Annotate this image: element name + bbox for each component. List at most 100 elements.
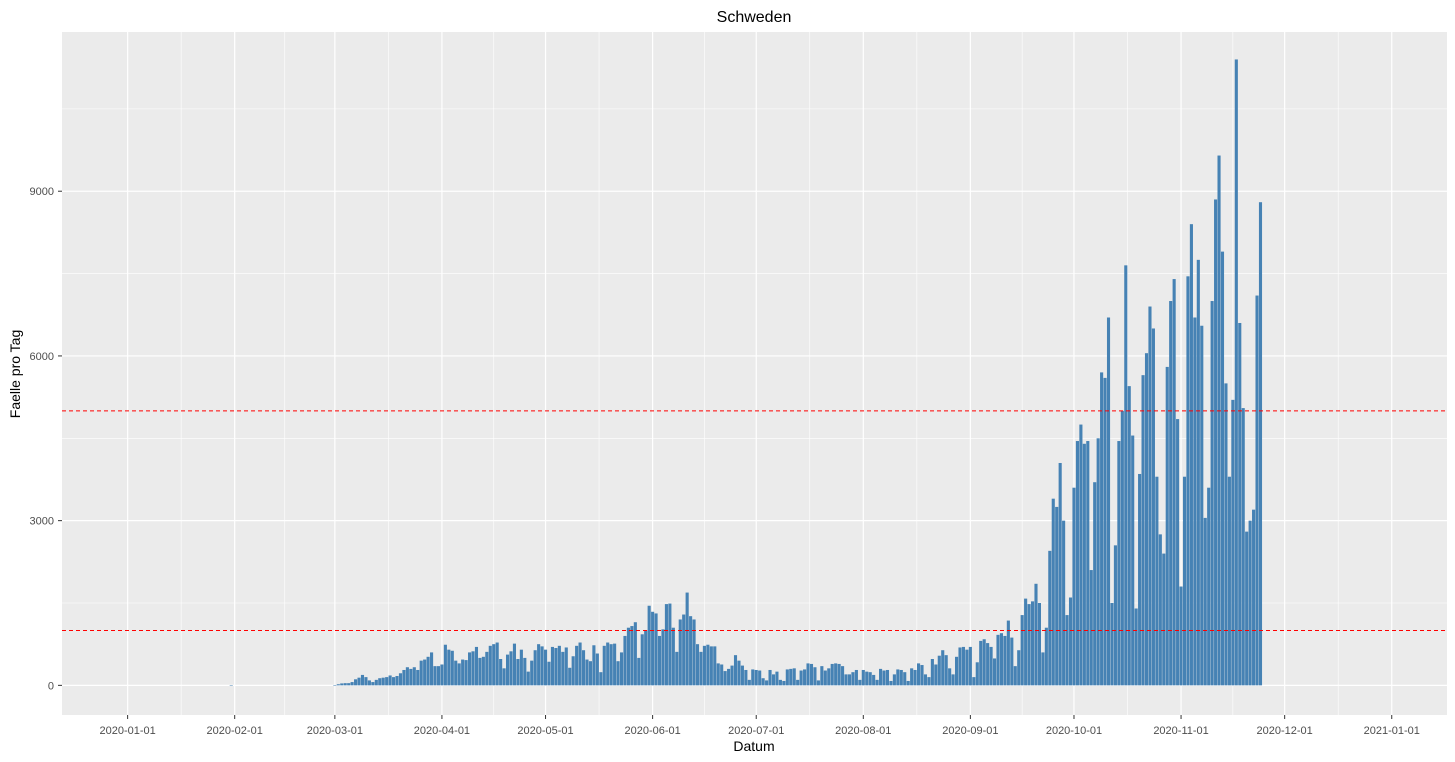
bar xyxy=(381,677,385,686)
bar xyxy=(647,605,651,686)
bar xyxy=(616,661,620,686)
bar xyxy=(1027,604,1031,686)
bar xyxy=(585,659,589,686)
x-tick-label: 2020-03-01 xyxy=(307,725,363,737)
bar xyxy=(834,663,838,686)
bar xyxy=(1024,598,1028,686)
bar xyxy=(1255,295,1259,686)
x-tick-label: 2021-01-01 xyxy=(1364,725,1420,737)
bar xyxy=(1051,498,1055,686)
bar xyxy=(868,672,872,686)
bar xyxy=(699,651,703,686)
bar xyxy=(692,619,696,686)
bar xyxy=(785,669,789,686)
bar xyxy=(854,669,858,686)
bar xyxy=(1086,441,1090,686)
bar xyxy=(1186,276,1190,686)
y-tick-label: 3000 xyxy=(30,516,54,528)
x-tick-label: 2020-07-01 xyxy=(728,725,784,737)
bar xyxy=(1010,637,1014,686)
bar xyxy=(374,679,378,686)
bar xyxy=(889,680,893,686)
bar xyxy=(595,653,599,686)
bar xyxy=(364,677,368,686)
bar xyxy=(347,683,351,686)
bar xyxy=(537,644,541,686)
bar xyxy=(934,664,938,686)
bar xyxy=(1013,666,1017,686)
bar xyxy=(526,671,530,686)
bar xyxy=(1120,410,1124,686)
bar xyxy=(1096,438,1100,686)
bar xyxy=(1238,322,1242,686)
bar xyxy=(388,675,392,686)
bar xyxy=(896,669,900,686)
bar xyxy=(1110,602,1114,686)
bar xyxy=(488,645,492,686)
bar xyxy=(965,649,969,686)
bar xyxy=(1058,462,1062,686)
bar xyxy=(778,679,782,686)
x-tick-label: 2020-05-01 xyxy=(517,725,573,737)
bar xyxy=(720,664,724,686)
bar xyxy=(751,669,755,686)
y-tick-label: 6000 xyxy=(30,351,54,363)
bar xyxy=(481,656,485,686)
bar xyxy=(367,680,371,686)
bar xyxy=(1034,583,1038,686)
bar xyxy=(606,642,610,686)
y-tick-label: 0 xyxy=(48,680,54,692)
bar xyxy=(385,677,389,686)
bar xyxy=(1141,375,1145,686)
bar xyxy=(885,669,890,686)
bar xyxy=(554,648,558,686)
bar xyxy=(409,668,413,686)
bar xyxy=(599,672,603,686)
bar xyxy=(613,643,617,686)
bar xyxy=(640,634,644,686)
y-tick-label: 9000 xyxy=(30,186,54,198)
bar xyxy=(1055,506,1059,686)
bar xyxy=(1082,443,1086,686)
bar xyxy=(1003,635,1007,686)
bar xyxy=(1210,301,1214,686)
bar xyxy=(464,660,468,686)
bar xyxy=(530,660,534,686)
bar xyxy=(847,674,852,686)
bar xyxy=(744,669,748,686)
chart-title: Schweden xyxy=(717,9,792,26)
bar xyxy=(799,670,803,686)
bar xyxy=(989,646,993,686)
bar xyxy=(1196,259,1200,686)
bar xyxy=(423,659,427,686)
bar xyxy=(927,677,931,686)
bar xyxy=(516,658,520,686)
bar xyxy=(568,667,572,686)
bar xyxy=(930,658,934,686)
bar xyxy=(485,651,489,686)
bar xyxy=(657,635,662,686)
bar xyxy=(1207,487,1211,686)
bar xyxy=(426,656,430,686)
bar xyxy=(533,650,537,686)
bar xyxy=(754,669,758,686)
bar xyxy=(937,655,941,686)
bar xyxy=(1227,476,1231,686)
bar xyxy=(1131,435,1135,686)
bar xyxy=(1037,602,1041,686)
bar xyxy=(682,614,686,686)
bar xyxy=(865,671,869,686)
bar xyxy=(678,619,682,686)
bar xyxy=(689,616,693,686)
bar xyxy=(740,665,744,686)
bar xyxy=(1258,202,1263,686)
bar xyxy=(917,663,921,686)
bar xyxy=(1048,550,1052,686)
bar xyxy=(992,658,997,686)
bar xyxy=(706,644,710,686)
bar xyxy=(910,668,914,686)
bar xyxy=(882,670,886,686)
bar xyxy=(816,680,820,686)
bar xyxy=(561,651,565,686)
bar xyxy=(1138,473,1142,686)
